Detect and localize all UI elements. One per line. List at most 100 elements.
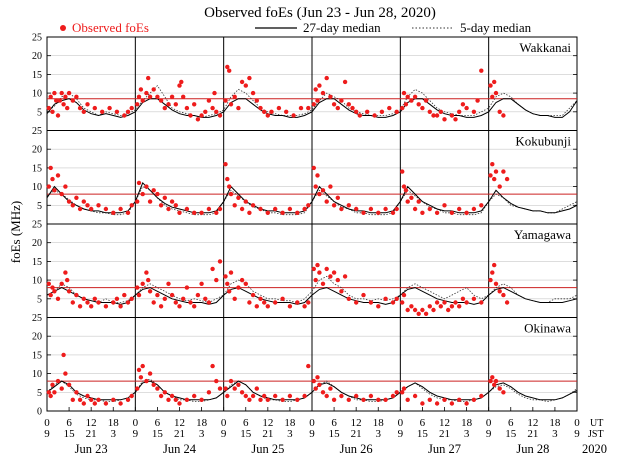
observed-point: [280, 296, 285, 301]
x-tick-label-jst: 21: [439, 428, 450, 440]
observed-point: [140, 281, 145, 286]
observed-point: [114, 296, 120, 301]
x-tick-label-jst: 15: [417, 428, 429, 440]
x-tick-label-jst: 15: [64, 428, 76, 440]
observed-point: [346, 203, 351, 208]
x-tick-label-ut: 12: [527, 417, 538, 429]
observed-point: [403, 102, 409, 107]
y-tick-label: 5: [37, 201, 42, 212]
observed-point: [147, 199, 153, 204]
observed-point: [493, 378, 499, 384]
observed-point: [315, 375, 320, 380]
observed-point: [317, 270, 322, 275]
observed-point: [140, 363, 145, 369]
station-label: Yamagawa: [514, 227, 571, 242]
observed-point: [269, 109, 274, 115]
observed-point: [287, 304, 293, 309]
observed-point: [354, 206, 359, 212]
x-tick-label-jst: 21: [262, 428, 273, 440]
observed-point: [61, 102, 66, 107]
x-tick-label-jst: 3: [464, 428, 470, 440]
observed-point: [52, 390, 57, 395]
observed-point: [262, 393, 267, 399]
x-tick-label-jst: 15: [240, 428, 252, 440]
observed-point: [471, 397, 477, 402]
observed-point: [162, 296, 167, 301]
x-tick-label-jst: 15: [329, 428, 341, 440]
observed-point: [77, 206, 83, 212]
observed-point: [479, 300, 484, 305]
observed-point: [416, 311, 421, 316]
observed-point: [184, 285, 190, 290]
station-label: Wakkanai: [519, 40, 571, 55]
observed-point: [431, 307, 436, 313]
observed-point: [203, 109, 208, 115]
observed-point: [361, 397, 366, 402]
observed-point: [50, 285, 55, 290]
observed-point: [306, 203, 311, 208]
observed-point: [63, 184, 68, 189]
observed-point: [497, 109, 502, 115]
observed-point: [320, 90, 326, 96]
observed-point: [335, 195, 340, 200]
observed-point: [96, 203, 101, 208]
observed-point: [313, 87, 318, 92]
observed-point: [55, 296, 61, 301]
observed-point: [239, 206, 245, 212]
observed-point: [501, 390, 506, 395]
observed-point: [151, 382, 156, 387]
observed-point: [442, 300, 447, 305]
observed-point: [118, 206, 123, 212]
x-tick-label-jst: 3: [111, 428, 117, 440]
observed-point: [147, 371, 153, 376]
x-tick-label-ut: 0: [44, 417, 50, 429]
observed-point: [493, 281, 499, 286]
observed-point: [46, 281, 51, 286]
observed-point: [225, 64, 230, 70]
observed-point: [434, 401, 440, 406]
observed-point: [438, 109, 443, 115]
observed-point: [493, 169, 499, 174]
observed-point: [214, 277, 219, 283]
x-tick-label-jst: 9: [574, 428, 580, 440]
observed-point: [383, 206, 388, 212]
observed-point: [77, 397, 83, 402]
y-tick-label: 15: [32, 350, 42, 361]
y-tick-label: 5: [37, 107, 42, 118]
observed-point: [166, 281, 171, 286]
observed-point: [412, 206, 418, 212]
observed-point: [214, 109, 219, 115]
observed-point: [50, 109, 55, 115]
observed-point: [328, 94, 333, 100]
y-tick-label: 5: [37, 294, 42, 305]
observed-point: [232, 386, 237, 391]
observed-point: [438, 304, 443, 309]
observed-point: [379, 109, 385, 115]
observed-point: [223, 386, 228, 391]
observed-point: [442, 397, 447, 402]
observed-point: [50, 176, 55, 182]
observed-point: [210, 363, 215, 369]
observed-point: [228, 270, 234, 275]
observed-point: [217, 113, 223, 118]
observed-point: [401, 386, 407, 391]
x-tick-label-jst: 15: [152, 428, 164, 440]
observed-point: [129, 393, 134, 399]
y-axis-label: foEs (MHz): [8, 201, 23, 263]
observed-point: [457, 109, 462, 115]
observed-point: [46, 390, 51, 395]
observed-point: [276, 105, 282, 111]
x-tick-label-jst: 15: [505, 428, 517, 440]
x-tick-label-ut: 0: [398, 417, 404, 429]
x-tick-label-ut: 12: [86, 417, 97, 429]
x-tick-label-ut: 6: [155, 417, 161, 429]
y-tick-label: 15: [32, 70, 42, 81]
x-tick-label-ut: 0: [486, 417, 492, 429]
observed-point: [405, 397, 410, 402]
observed-point: [206, 390, 212, 395]
observed-point: [254, 386, 259, 391]
observed-point: [273, 300, 278, 305]
observed-point: [50, 382, 55, 387]
observed-point: [427, 397, 432, 402]
observed-point: [243, 281, 248, 286]
